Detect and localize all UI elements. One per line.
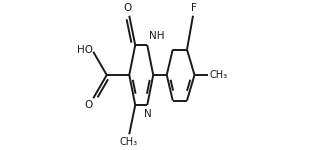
Text: N: N xyxy=(144,109,152,119)
Text: O: O xyxy=(84,100,92,110)
Text: F: F xyxy=(191,3,197,13)
Text: NH: NH xyxy=(149,31,165,41)
Text: O: O xyxy=(124,3,132,13)
Text: CH₃: CH₃ xyxy=(210,70,228,80)
Text: CH₃: CH₃ xyxy=(119,137,138,147)
Text: HO: HO xyxy=(76,45,92,55)
